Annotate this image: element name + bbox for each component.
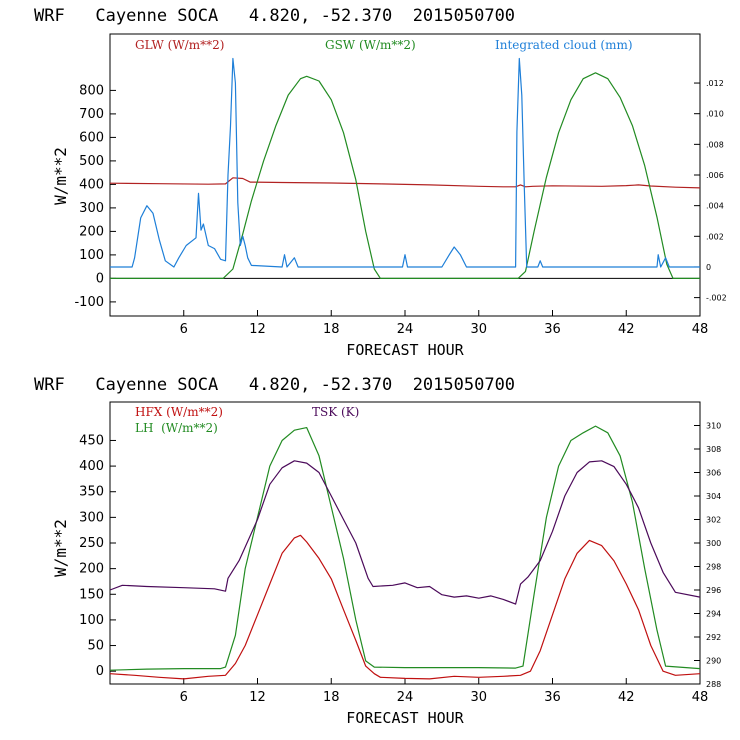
top-x-tick-label: 36 [544, 322, 561, 337]
top-x-tick-label: 24 [397, 322, 414, 337]
bottom-y2-tick-label: 288 [706, 680, 721, 689]
top-y2-tick-label: .012 [706, 79, 724, 88]
top-y-axis-label: W/m**2 [51, 147, 70, 205]
bottom-y-tick-label: 400 [79, 459, 104, 474]
bottom-y-tick-label: 100 [79, 613, 104, 628]
bottom-y2-tick-label: 292 [706, 633, 721, 642]
top-y-tick-label: 300 [79, 201, 104, 216]
bottom-y-tick-label: 200 [79, 562, 104, 577]
bottom-series-line-0 [109, 534, 701, 680]
bottom-y2-tick-label: 300 [706, 539, 721, 548]
bottom-y-tick-label: 150 [79, 587, 104, 602]
top-legend-gsw: GSW (W/m**2) [325, 38, 416, 52]
top-y-tick-label: 600 [79, 130, 104, 145]
bottom-x-tick-label: 30 [470, 690, 487, 705]
top-y-tick-label: 0 [96, 271, 104, 286]
bottom-y2-tick-label: 310 [706, 422, 721, 431]
top-x-tick-label: 30 [470, 322, 487, 337]
bottom-chart-plot: 6 12 18 24 30 36 42 48 0 50 100 150 200 250 300 350 400 4… [79, 401, 721, 705]
top-x-tick-label: 6 [180, 322, 188, 337]
top-series-line-0 [109, 177, 701, 189]
bottom-y2-tick-label: 296 [706, 586, 721, 595]
top-series-line-1 [110, 72, 700, 279]
bottom-y-tick-label: 250 [79, 536, 104, 551]
bottom-x-axis-label: FORECAST HOUR [346, 709, 464, 727]
bottom-x-tick-label: 42 [618, 690, 635, 705]
bottom-legend-tsk: TSK (K) [312, 405, 359, 419]
top-y2-tick-label: .010 [706, 110, 724, 119]
bottom-x-tick-label: 12 [249, 690, 266, 705]
bottom-legend-lh: LH (W/m**2) [135, 421, 218, 435]
bottom-y2-tick-label: 294 [706, 610, 721, 619]
bottom-x-tick-label: 36 [544, 690, 561, 705]
top-chart-plot: 6 12 18 24 30 36 42 48 -100 0 100 200 300 400 500 600 70… [74, 33, 727, 337]
top-series-line-2 [110, 57, 700, 268]
top-y2-tick-label: .008 [706, 140, 724, 149]
top-y-tick-label: 800 [79, 83, 104, 98]
top-y2-tick-label: 0 [706, 263, 711, 272]
bottom-y2-tick-label: 304 [706, 492, 721, 501]
top-x-tick-label: 18 [323, 322, 340, 337]
bottom-y-tick-label: 0 [96, 664, 104, 679]
top-x-tick-label: 12 [249, 322, 266, 337]
top-x-tick-label: 48 [692, 322, 709, 337]
top-y-tick-label: 500 [79, 154, 104, 169]
bottom-series-line-1 [109, 425, 701, 671]
bottom-y2-tick-label: 308 [706, 445, 721, 454]
top-x-axis-label: FORECAST HOUR [346, 341, 464, 359]
top-y-tick-label: 100 [79, 248, 104, 263]
bottom-y-tick-label: 300 [79, 510, 104, 525]
top-legend-glw: GLW (W/m**2) [135, 38, 224, 52]
top-y2-tick-label: -.002 [706, 294, 727, 303]
top-y2-tick-label: .006 [706, 171, 724, 180]
bottom-x-tick-label: 18 [323, 690, 340, 705]
top-plot-frame [109, 33, 701, 317]
top-y-tick-label: -100 [74, 295, 104, 310]
bottom-x-tick-label: 48 [692, 690, 709, 705]
top-x-tick-label: 42 [618, 322, 635, 337]
bottom-x-tick-label: 24 [397, 690, 414, 705]
bottom-y-tick-label: 450 [79, 433, 104, 448]
bottom-chart-title: WRF Cayenne SOCA 4.820, -52.370 20150507… [34, 375, 515, 395]
bottom-y-tick-label: 50 [87, 639, 104, 654]
bottom-x-tick-label: 6 [180, 690, 188, 705]
top-y2-tick-label: .004 [706, 202, 724, 211]
top-y-tick-label: 700 [79, 107, 104, 122]
top-y2-tick-label: .002 [706, 232, 724, 241]
top-chart-title: WRF Cayenne SOCA 4.820, -52.370 20150507… [34, 6, 515, 26]
bottom-plot-frame [109, 401, 701, 685]
bottom-y-axis-label: W/m**2 [51, 519, 70, 577]
bottom-y-tick-label: 350 [79, 485, 104, 500]
top-y-tick-label: 400 [79, 177, 104, 192]
bottom-y2-tick-label: 302 [706, 516, 721, 525]
bottom-series-line-2 [109, 460, 701, 605]
bottom-legend-hfx: HFX (W/m**2) [135, 405, 223, 419]
bottom-y2-tick-label: 298 [706, 563, 721, 572]
bottom-y2-tick-label: 290 [706, 657, 721, 666]
top-y-tick-label: 200 [79, 224, 104, 239]
bottom-y2-tick-label: 306 [706, 469, 721, 478]
top-legend-cloud: Integrated cloud (mm) [495, 38, 633, 52]
